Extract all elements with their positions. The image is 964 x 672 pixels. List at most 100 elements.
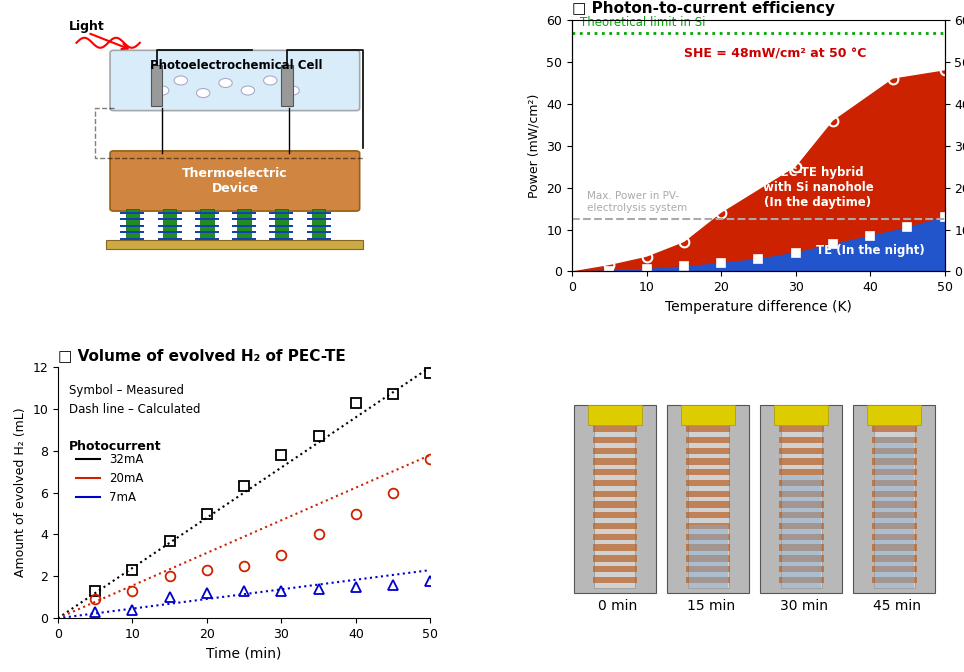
Circle shape [241,86,254,95]
FancyBboxPatch shape [593,555,637,562]
FancyBboxPatch shape [120,218,145,220]
FancyBboxPatch shape [779,426,823,432]
Text: Light: Light [69,20,105,33]
Text: 0 min: 0 min [598,599,637,614]
FancyBboxPatch shape [593,437,637,443]
FancyBboxPatch shape [201,208,214,241]
FancyBboxPatch shape [270,225,293,227]
FancyBboxPatch shape [685,512,731,518]
FancyBboxPatch shape [872,577,917,583]
FancyBboxPatch shape [593,458,637,464]
FancyBboxPatch shape [872,534,917,540]
FancyBboxPatch shape [593,501,637,507]
FancyBboxPatch shape [685,491,731,497]
FancyBboxPatch shape [270,218,293,220]
FancyBboxPatch shape [595,425,635,588]
FancyBboxPatch shape [685,480,731,486]
FancyBboxPatch shape [685,437,731,443]
FancyBboxPatch shape [574,405,656,593]
FancyBboxPatch shape [237,208,251,241]
FancyBboxPatch shape [593,534,637,540]
FancyBboxPatch shape [270,212,293,214]
Text: 45 min: 45 min [873,599,922,614]
Text: Symbol – Measured: Symbol – Measured [69,384,184,396]
FancyBboxPatch shape [307,218,331,220]
FancyBboxPatch shape [872,555,917,562]
FancyBboxPatch shape [232,225,256,227]
FancyBboxPatch shape [782,475,820,588]
FancyBboxPatch shape [307,225,331,227]
FancyBboxPatch shape [779,501,823,507]
FancyBboxPatch shape [593,544,637,551]
FancyBboxPatch shape [593,512,637,518]
FancyBboxPatch shape [593,469,637,475]
FancyBboxPatch shape [270,231,293,233]
FancyBboxPatch shape [779,469,823,475]
Text: Dash line – Calculated: Dash line – Calculated [69,403,201,415]
X-axis label: Temperature difference (K): Temperature difference (K) [665,300,852,314]
Text: PEC-TE hybrid
with Si nanohole
(In the daytime): PEC-TE hybrid with Si nanohole (In the d… [763,166,873,209]
FancyBboxPatch shape [158,218,181,220]
FancyBboxPatch shape [312,208,326,241]
FancyBboxPatch shape [853,405,935,593]
Text: Thermoelectric
Device: Thermoelectric Device [182,167,287,195]
FancyBboxPatch shape [685,469,731,475]
FancyBboxPatch shape [875,437,914,588]
FancyBboxPatch shape [872,480,917,486]
FancyBboxPatch shape [685,544,731,551]
Circle shape [197,89,210,97]
FancyBboxPatch shape [774,405,828,425]
FancyBboxPatch shape [872,512,917,518]
FancyBboxPatch shape [872,501,917,507]
FancyBboxPatch shape [158,225,181,227]
FancyBboxPatch shape [232,231,256,233]
FancyBboxPatch shape [779,566,823,573]
Circle shape [219,79,232,87]
FancyBboxPatch shape [120,238,145,240]
FancyBboxPatch shape [685,501,731,507]
FancyBboxPatch shape [593,480,637,486]
FancyBboxPatch shape [779,458,823,464]
FancyBboxPatch shape [593,448,637,454]
FancyBboxPatch shape [685,566,731,573]
FancyBboxPatch shape [779,544,823,551]
FancyBboxPatch shape [872,448,917,454]
FancyBboxPatch shape [232,238,256,240]
Text: □ Photon-to-current efficiency: □ Photon-to-current efficiency [572,1,835,16]
FancyBboxPatch shape [158,212,181,214]
FancyBboxPatch shape [685,534,731,540]
FancyBboxPatch shape [685,555,731,562]
FancyBboxPatch shape [163,208,176,241]
FancyBboxPatch shape [779,577,823,583]
Text: SHE = 48mW/cm² at 50 °C: SHE = 48mW/cm² at 50 °C [683,47,867,60]
FancyBboxPatch shape [593,523,637,530]
FancyBboxPatch shape [685,458,731,464]
Text: Photoelectrochemical Cell: Photoelectrochemical Cell [150,59,323,72]
FancyBboxPatch shape [685,426,731,432]
FancyBboxPatch shape [588,405,642,425]
FancyBboxPatch shape [275,208,288,241]
FancyBboxPatch shape [125,208,139,241]
FancyBboxPatch shape [872,491,917,497]
FancyBboxPatch shape [106,240,363,249]
FancyBboxPatch shape [781,425,821,588]
Text: TE (In the night): TE (In the night) [816,244,924,257]
FancyBboxPatch shape [685,523,731,530]
FancyBboxPatch shape [110,50,360,111]
FancyBboxPatch shape [593,491,637,497]
FancyBboxPatch shape [120,225,145,227]
Text: Theoretical limit in Si: Theoretical limit in Si [579,15,705,28]
Legend: 32mA, 20mA, 7mA: 32mA, 20mA, 7mA [71,448,148,509]
FancyBboxPatch shape [682,405,736,425]
Circle shape [286,86,299,95]
FancyBboxPatch shape [151,65,162,106]
FancyBboxPatch shape [667,405,749,593]
FancyBboxPatch shape [593,577,637,583]
Y-axis label: Amount of evolved H₂ (mL): Amount of evolved H₂ (mL) [13,408,27,577]
FancyBboxPatch shape [779,523,823,530]
FancyBboxPatch shape [872,458,917,464]
FancyBboxPatch shape [872,426,917,432]
X-axis label: Time (min): Time (min) [206,646,281,661]
FancyBboxPatch shape [779,448,823,454]
FancyBboxPatch shape [110,151,360,211]
